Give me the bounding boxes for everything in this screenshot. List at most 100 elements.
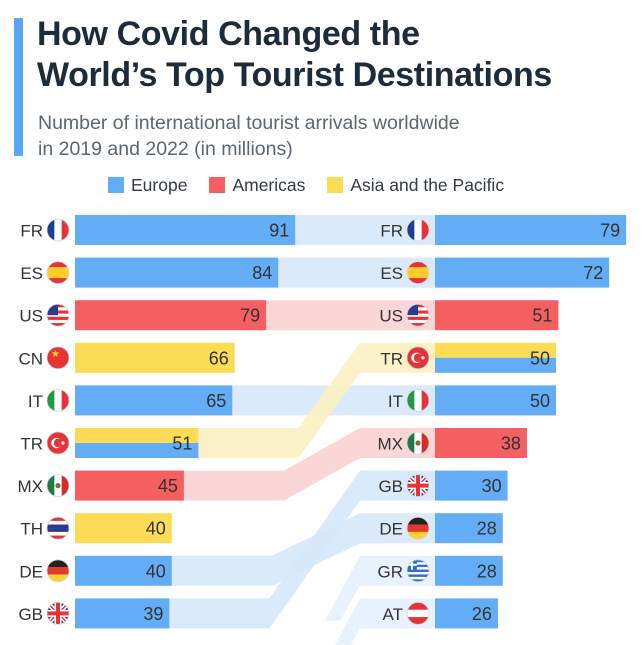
country-label-2019-es: ES [20,264,43,283]
bar-2022-de [435,513,503,544]
bar-2019-mx [75,470,184,501]
spain-flag-icon [46,261,70,284]
bar-2019-de [75,555,172,586]
legend-label-americas: Americas [232,174,306,195]
chart-title-line-1: How Covid Changed the [37,15,420,53]
value-label-2019-it: 65 [206,391,226,411]
thailand-flag-icon [46,516,70,540]
uk-flag-icon [46,601,70,625]
bar-2019-th [75,513,172,544]
value-label-2019-gb: 39 [143,604,163,624]
country-label-2022-mx: MX [378,435,404,454]
svg-text:★: ★ [51,349,60,360]
value-label-2019-cn: 66 [209,348,229,368]
chart-subtitle: Number of international tourist arrivals… [38,110,460,162]
bar-2019-tr-asia-half [75,428,199,443]
legend-swatch-asia-pacific [327,177,344,193]
value-label-2022-us: 51 [532,306,552,326]
bar-2022-us [435,300,559,331]
italy-flag-icon [406,388,430,412]
germany-flag-icon [46,559,70,583]
bar-2019-tr-europe-half [75,443,199,458]
value-label-2022-gr: 28 [477,561,497,581]
legend-item-americas: Americas [209,175,305,196]
usa-flag-icon [46,303,70,327]
country-label-2022-gr: GR [378,562,404,581]
value-label-2019-us: 79 [240,306,260,326]
bar-2022-gb [435,470,508,501]
country-label-2022-it: IT [388,392,403,411]
value-label-2022-mx: 38 [501,434,521,454]
bar-2019-gb [75,598,170,629]
bar-2022-tr-europe-half [435,357,556,373]
bar-2022-at [435,598,498,629]
value-label-2019-mx: 45 [158,476,178,496]
country-label-2019-mx: MX [18,477,44,496]
turkey-flag-icon [46,431,70,455]
bar-2019-us [75,300,267,331]
country-label-2022-de: DE [379,520,403,539]
value-label-2019-th: 40 [146,519,166,539]
france-flag-icon [406,218,430,242]
value-label-2022-at: 26 [472,604,492,624]
uk-flag-icon [406,474,430,498]
chart-title-line-2: World’s Top Tourist Destinations [37,56,552,94]
link-layer [169,215,436,645]
value-label-2019-es: 84 [252,263,272,283]
chart-subtitle-line-2: in 2019 and 2022 (in millions) [38,138,293,160]
greece-flag-icon [406,559,430,583]
bar-2019-it [75,385,233,416]
country-label-2022-tr: TR [380,349,403,368]
country-label-2019-de: DE [19,562,43,581]
country-label-2019-tr: TR [20,435,43,454]
bar-2022-gr [435,555,503,586]
legend-label-asia-pacific: Asia and the Pacific [350,174,505,195]
legend-label-europe: Europe [131,174,188,195]
bar-chart: 91 FR 84 ES 79 US 66 CN ★ 65 IT 51 TR 45 MX 40 TH 40 DE 39 G… [18,215,627,645]
country-label-2022-gb: GB [378,477,403,496]
country-label-2019-gb: GB [18,605,43,624]
bar-2022-es [435,257,610,288]
country-label-2022-es: ES [380,264,403,283]
china-flag-icon: ★ [46,346,70,370]
legend-item-europe: Europe [108,175,187,196]
bar-2022-it [435,385,556,416]
bar-2019-cn [75,342,235,373]
germany-flag-icon [406,516,430,540]
country-label-2019-cn: CN [18,349,43,368]
spain-flag-icon [406,261,430,284]
legend-swatch-americas [209,177,226,193]
link-tr [198,342,435,458]
value-label-2022-de: 28 [477,519,497,539]
italy-flag-icon [46,388,70,412]
bar-2022-fr [435,215,627,245]
mexico-flag-icon [406,431,430,455]
link-es [278,257,435,288]
value-label-2022-gb: 30 [482,476,502,496]
value-label-2019-fr: 91 [269,221,289,241]
bar-2019-fr [75,215,296,245]
country-label-2019-us: US [19,307,43,326]
legend-swatch-europe [108,177,124,193]
country-label-2019-fr: FR [20,222,43,241]
value-label-2022-it: 50 [530,391,550,411]
france-flag-icon [46,218,70,242]
country-label-2022-at: AT [383,605,403,624]
bar-2019-es [75,257,279,288]
title-accent-bar [14,18,23,156]
value-label-2019-tr: 51 [172,434,192,454]
legend-item-asia-pacific: Asia and the Pacific [327,175,504,196]
value-label-2022-tr: 50 [530,348,550,368]
mexico-flag-icon [46,474,70,498]
legend: Europe Americas Asia and the Pacific [108,174,526,196]
austria-flag-icon [406,601,430,625]
value-label-2022-fr: 79 [600,221,620,241]
value-label-2019-de: 40 [146,561,166,581]
country-label-2019-th: TH [20,520,43,539]
country-label-2019-it: IT [28,392,43,411]
turkey-flag-icon [406,346,430,370]
bar-2022-tr-asia-half [435,342,556,358]
bar-layer: 91 FR 84 ES 79 US 66 CN ★ 65 IT 51 TR 45 MX 40 TH 40 DE 39 G… [18,215,627,629]
link-fr [295,215,435,245]
bar-2022-mx [435,428,527,458]
